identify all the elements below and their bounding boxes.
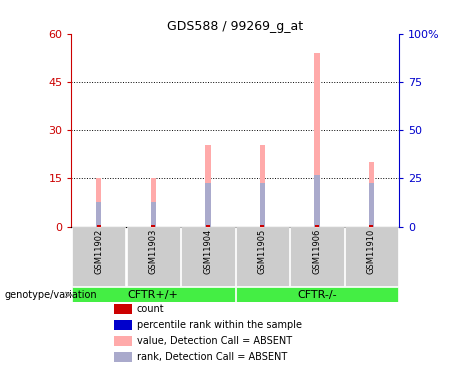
Bar xyxy=(260,183,265,226)
Bar xyxy=(205,183,211,226)
Bar xyxy=(260,145,265,226)
Bar xyxy=(127,226,180,286)
Bar xyxy=(72,287,235,302)
Bar xyxy=(290,226,343,286)
Text: genotype/variation: genotype/variation xyxy=(5,290,97,300)
Text: GSM11910: GSM11910 xyxy=(367,229,376,274)
Bar xyxy=(96,202,101,226)
Text: count: count xyxy=(137,304,165,314)
Text: rank, Detection Call = ABSENT: rank, Detection Call = ABSENT xyxy=(137,352,287,362)
Bar xyxy=(151,178,156,226)
Title: GDS588 / 99269_g_at: GDS588 / 99269_g_at xyxy=(167,20,303,33)
Bar xyxy=(345,226,398,286)
Bar xyxy=(314,175,319,226)
Bar xyxy=(151,202,156,226)
Bar xyxy=(236,287,398,302)
Bar xyxy=(369,162,374,226)
Bar xyxy=(72,226,125,286)
Text: CFTR-/-: CFTR-/- xyxy=(297,290,337,300)
Bar xyxy=(114,336,132,346)
Bar xyxy=(114,320,132,330)
Text: GSM11903: GSM11903 xyxy=(149,229,158,274)
Text: value, Detection Call = ABSENT: value, Detection Call = ABSENT xyxy=(137,336,292,346)
Text: percentile rank within the sample: percentile rank within the sample xyxy=(137,320,302,330)
Bar xyxy=(114,304,132,314)
Text: GSM11902: GSM11902 xyxy=(94,229,103,274)
Bar xyxy=(314,53,319,226)
Text: GSM11905: GSM11905 xyxy=(258,229,267,274)
Bar xyxy=(96,178,101,226)
Bar xyxy=(236,226,289,286)
Text: CFTR+/+: CFTR+/+ xyxy=(128,290,179,300)
Bar xyxy=(114,352,132,362)
Bar xyxy=(369,183,374,226)
Text: GSM11904: GSM11904 xyxy=(203,229,213,274)
Text: GSM11906: GSM11906 xyxy=(313,229,321,274)
Bar xyxy=(205,145,211,226)
Bar xyxy=(181,226,235,286)
